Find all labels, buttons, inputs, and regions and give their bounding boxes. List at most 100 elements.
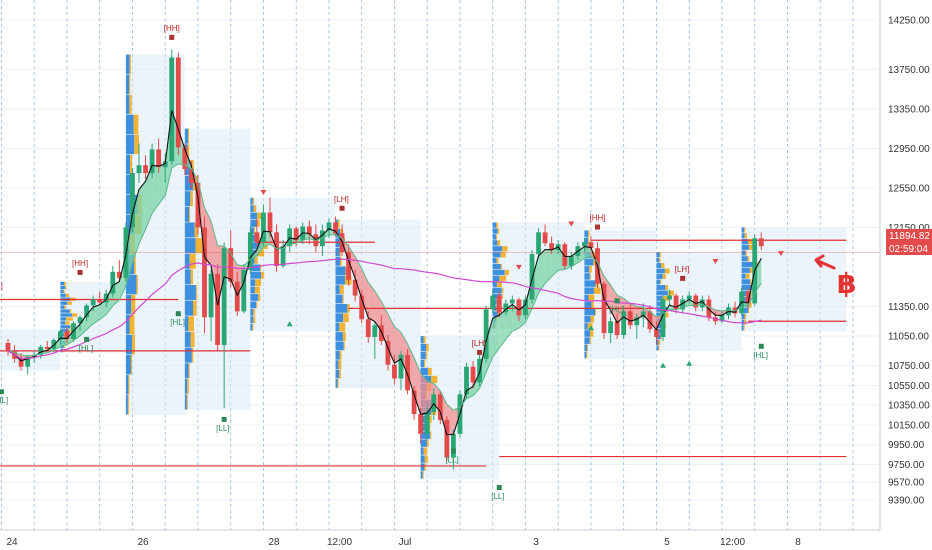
cloud-segment [381,301,388,348]
vp-sell-bar [259,264,261,272]
vp-buy-bar [335,350,340,360]
pivot-marker [680,275,686,281]
vp-sell-bar [587,344,589,352]
vp-buy-bar [741,244,749,250]
vp-buy-bar [184,222,195,238]
candle-body [392,364,397,379]
pivot-marker [175,311,181,317]
vp-sell-bar [64,281,66,286]
vp-sell-bar [255,279,262,287]
cloud-segment [152,165,159,214]
price-tick-label: 12150.00 [888,223,930,234]
vp-sell-bar [187,128,189,144]
cloud-segment [86,307,94,330]
vp-sell-bar [134,134,139,155]
vp-sell-bar [339,369,341,379]
vp-buy-bar [250,205,254,212]
candle-body [601,283,607,334]
vp-buy-bar [492,311,498,317]
vp-buy-bar [741,250,746,256]
vp-buy-bar [335,285,340,294]
candle-body [77,317,83,324]
vp-buy-bar [420,359,424,368]
vp-sell-bar [66,317,73,321]
time-tick-label: 12:00 [327,537,352,548]
cloud-segment [80,314,87,336]
candle-body [509,299,515,304]
cloud-segment [93,304,100,324]
vp-buy-bar [184,238,196,254]
cloud-segment [505,304,513,340]
vp-buy-bar [250,227,254,235]
vp-sell-bar [745,273,750,279]
vp-buy-bar [335,247,340,257]
time-tick-label: 5 [664,537,670,548]
vp-sell-bar [261,271,265,279]
candle-body [84,305,89,318]
pivot-label: [HH] [590,214,606,223]
candle-body [588,242,594,249]
cloud-segment [420,373,428,415]
vp-sell-bar [69,309,72,313]
vp-sell-bar [744,313,747,319]
vp-buy-bar [584,337,590,344]
vp-buy-bar [741,285,753,291]
vp-sell-bar [745,250,747,256]
candle-body [418,414,424,434]
vp-sell-bar [339,285,344,294]
vp-buy-bar [584,308,596,316]
vp-sell-bar [588,230,590,237]
vp-buy-bar [584,330,591,337]
candle-body [136,165,142,174]
candle-body [614,321,620,336]
vp-buy-bar [741,227,745,233]
vp-buy-bar [741,238,749,245]
vp-sell-bar [590,315,594,323]
vp-sell-bar [193,300,197,316]
candle-body [523,299,528,316]
candle-body [208,273,214,318]
candle-body [228,248,234,282]
candle-body [287,228,293,247]
cloud-segment [368,282,375,322]
cloud-segment [99,299,107,320]
pivot-marker [477,349,483,355]
vp-buy-bar [60,285,66,290]
vp-sell-bar [744,227,746,233]
vp-sell-bar [133,114,139,135]
price-axis: 14250.00 13750.00 13350.00 12950.00 12550.00… [879,0,932,550]
candle-body [719,315,725,322]
signal-triangle [686,360,693,366]
vp-buy-bar [125,154,131,175]
vp-buy-bar [250,197,253,205]
cloud-segment [158,163,166,205]
time-tick-label: 24 [6,537,18,548]
vp-sell-bar [660,279,662,285]
vp-sell-bar [747,308,749,314]
candle-body [582,242,587,247]
vp-buy-bar [584,266,590,273]
vp-sell-bar [191,347,194,363]
pivot-label: [LH] [675,265,690,274]
vp-buy-bar [656,279,661,285]
vp-buy-bar [184,394,187,410]
vp-buy-bar [184,363,189,379]
vp-sell-bar [337,379,339,388]
vp-sell-bar [188,363,190,379]
price-tick-label: 14250.00 [888,16,930,27]
vp-sell-bar [430,431,432,439]
candle-body [470,366,476,383]
vp-sell-bar [338,360,342,370]
vp-buy-bar [420,336,424,344]
cloud-segment [551,247,559,277]
candle-body [405,354,410,391]
vp-buy-bar [420,455,425,463]
candle-body [621,311,627,336]
vp-sell-bar [747,256,750,262]
vp-buy-bar [741,325,744,331]
candle-body [378,325,384,341]
candle-body [97,299,103,303]
vp-sell-bar [189,206,191,222]
vp-buy-bar [60,305,65,309]
